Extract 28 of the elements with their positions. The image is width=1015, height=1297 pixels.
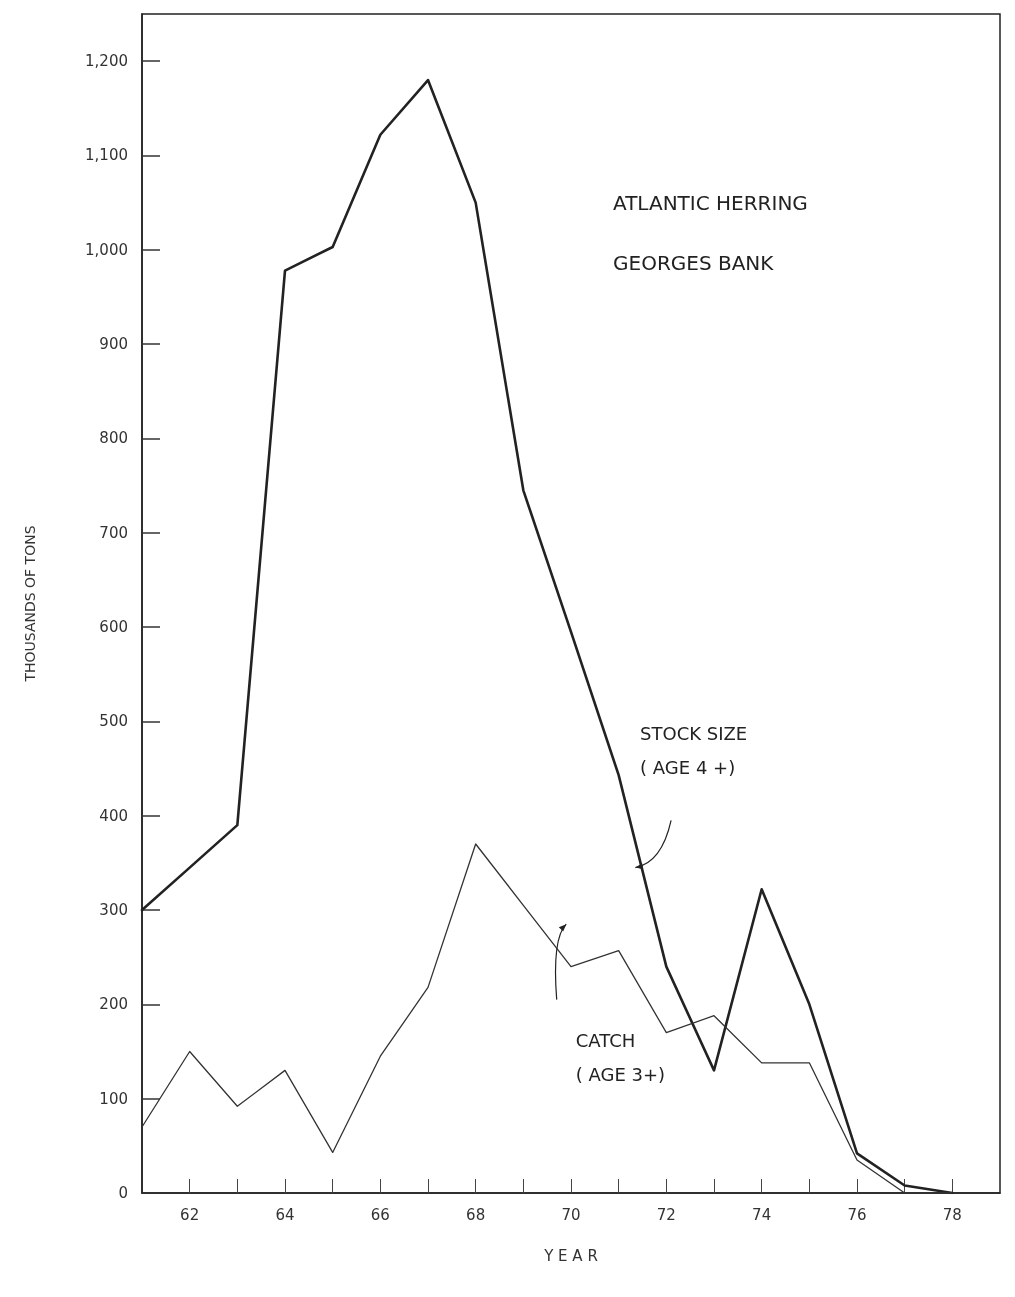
x-tick-label: 70	[561, 1205, 581, 1224]
x-tick-label: 62	[180, 1205, 200, 1224]
y-tick-label: 0	[118, 1184, 128, 1202]
y-tick-label: 400	[99, 806, 128, 825]
x-tick-label: 68	[466, 1205, 486, 1224]
x-tick-label: 78	[942, 1205, 962, 1224]
y-tick-label: 800	[99, 429, 128, 448]
x-tick-label: 66	[370, 1205, 390, 1224]
y-axis-title: THOUSANDS OF TONS	[22, 525, 38, 683]
y-tick-label: 900	[99, 335, 128, 354]
x-tick-label: 72	[656, 1205, 676, 1224]
text: ATLANTIC HERRING	[613, 191, 808, 215]
x-axis-title: Y E A R	[543, 1246, 598, 1265]
y-tick-label: 600	[99, 618, 128, 637]
x-tick-label: 64	[275, 1205, 295, 1224]
y-tick-label: 100	[99, 1089, 128, 1108]
y-tick-label: 300	[99, 901, 128, 920]
y-tick-label: 700	[99, 523, 128, 542]
x-tick-label: 74	[752, 1205, 772, 1224]
y-tick-label: 1,000	[85, 240, 128, 259]
y-tick-label: 500	[99, 712, 128, 731]
series-label: STOCK SIZE ( AGE 4 +)	[640, 723, 748, 779]
y-tick-label: 1,100	[85, 146, 128, 165]
y-tick-label: 200	[99, 995, 128, 1014]
y-tick-label: 1,200	[85, 52, 128, 71]
x-tick-label: 76	[847, 1205, 867, 1224]
series-label: CATCH ( AGE 3+)	[575, 1029, 666, 1085]
text: GEORGES BANK	[613, 251, 775, 275]
